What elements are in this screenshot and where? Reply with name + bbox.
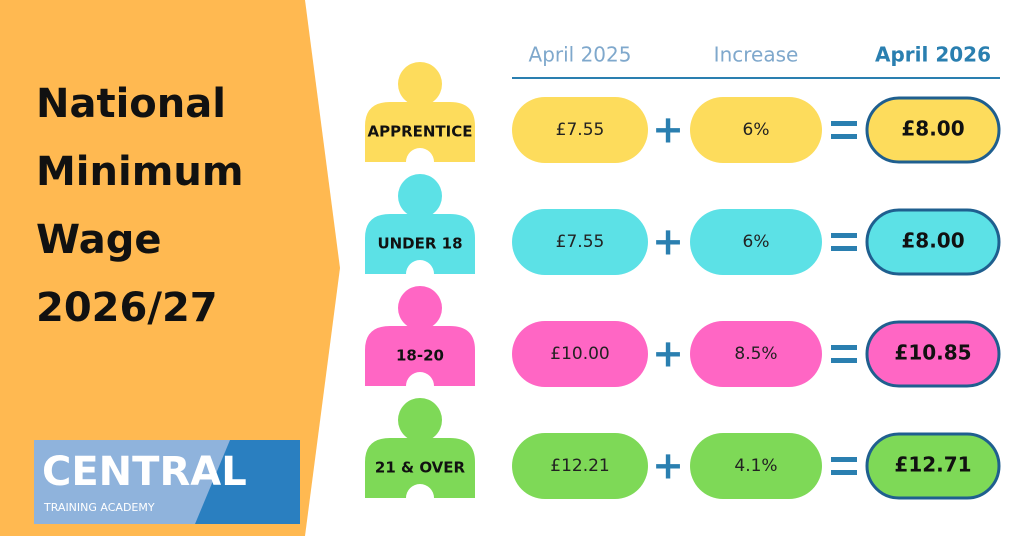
april-2026: £12.71 [894,453,971,477]
april-2025: £7.55 [556,232,605,252]
april-2026: £8.00 [901,229,964,253]
person-body [365,102,475,162]
result-pill [865,208,1001,276]
equals-bar [831,457,857,462]
title-panel [0,0,340,536]
rows: APPRENTICE £7.55 +6% £8.00 UNDER 18 £7.55 +6% £… [365,62,1001,500]
equals-bar [831,246,857,251]
person-body [365,326,475,386]
person-head [398,62,442,106]
value-pill [690,209,822,275]
increase: 8.5% [734,344,777,364]
value-pill [512,97,648,163]
column-header: April 2026 [875,43,991,67]
equals-bar [831,470,857,475]
person-head [398,398,442,442]
logo-name: CENTRAL [42,449,247,495]
equals-bar [831,345,857,350]
value-pill [690,433,822,499]
equals-bar [831,134,857,139]
result-pill [865,320,1001,388]
title-line: Wage [36,217,161,263]
row-label: 21 & OVER [375,459,466,477]
equals-bar [831,233,857,238]
result-pill [865,432,1001,500]
april-2026: £10.85 [894,341,971,365]
increase: 6% [743,120,770,140]
value-pill [690,97,822,163]
april-2025: £7.55 [556,120,605,140]
april-2026: £8.00 [901,117,964,141]
equals-bar [831,358,857,363]
logo-subtitle: TRAINING ACADEMY [43,501,155,514]
result-pill [865,96,1001,164]
april-2025: £10.00 [550,344,609,364]
april-2025: £12.21 [550,456,609,476]
increase: 6% [743,232,770,252]
plus-sign: + [652,444,684,488]
row-label: APPRENTICE [367,123,472,141]
value-pill [512,321,648,387]
title-line: National [36,81,226,127]
title: National Minimum Wage 2026/27 [36,81,244,331]
title-line: 2026/27 [36,285,218,331]
plus-sign: + [652,332,684,376]
person-body [365,214,475,274]
plus-sign: + [652,108,684,152]
increase: 4.1% [734,456,777,476]
person-body [365,438,475,498]
title-line: Minimum [36,149,244,195]
person-head [398,286,442,330]
equals-bar [831,121,857,126]
row-label: UNDER 18 [377,235,462,253]
column-header: April 2025 [529,43,632,67]
logo-accent [195,440,300,524]
value-pill [512,209,648,275]
person-head [398,174,442,218]
plus-sign: + [652,220,684,264]
column-header: Increase [714,43,799,67]
value-pill [512,433,648,499]
value-pill [690,321,822,387]
row-label: 18-20 [396,347,444,365]
